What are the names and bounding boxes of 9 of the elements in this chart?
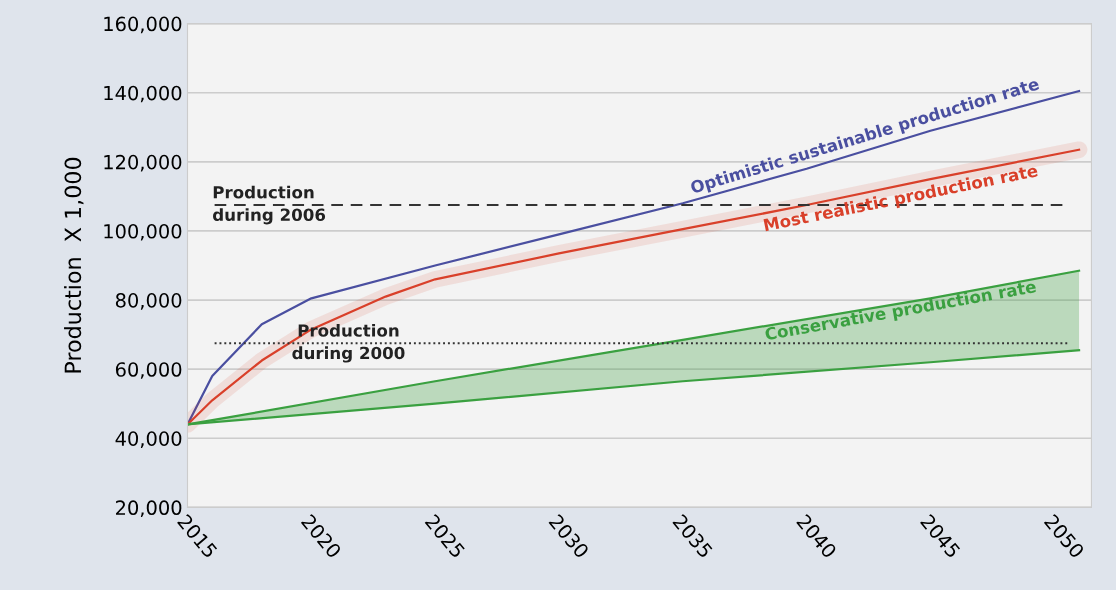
y-tick-label: 160,000 (104, 16, 182, 34)
y-tick-label: 120,000 (104, 154, 182, 172)
y-tick-label: 100,000 (104, 223, 182, 241)
y-tick-label: 80,000 (115, 293, 182, 310)
y-tick-label: 60,000 (115, 362, 182, 379)
ref-line-label: Production during 2006 (213, 185, 326, 225)
y-tick-label: 40,000 (115, 431, 182, 448)
y-tick-label: 140,000 (104, 85, 182, 103)
y-axis-title: Production X 1,000 (64, 157, 84, 373)
